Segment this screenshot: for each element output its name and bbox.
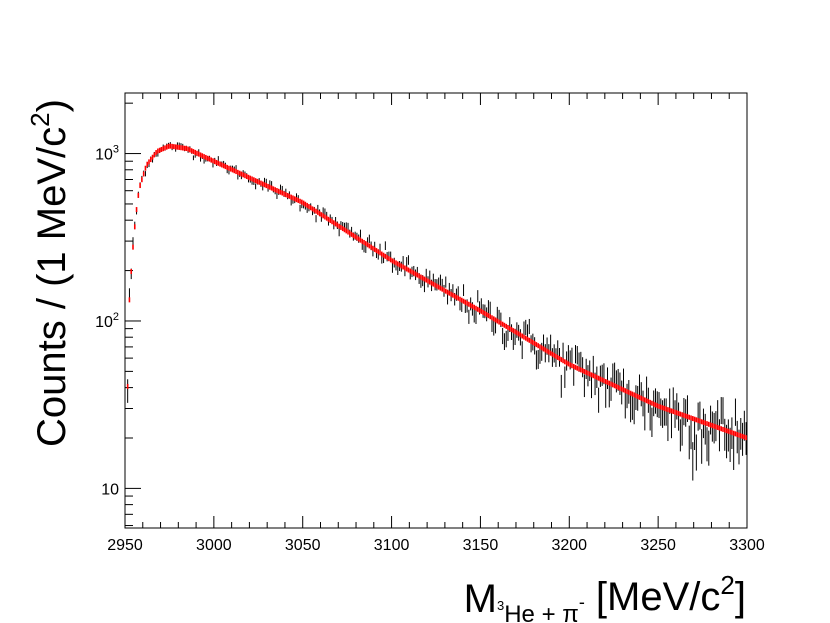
x-tick-label: 3100	[374, 537, 410, 554]
data-layer	[126, 142, 747, 481]
plot-frame	[124, 92, 748, 529]
x-axis-title-close: ]	[735, 575, 746, 619]
y-tick-label-base: 10	[95, 147, 113, 164]
y-tick-label-exponent: 3	[113, 144, 119, 156]
x-tick-label: 3300	[729, 537, 765, 554]
x-axis-title-sup3: 3	[497, 598, 504, 613]
y-tick-label-base: 10	[95, 314, 113, 331]
x-axis-title: M3He + π- [MeV/c2]	[464, 570, 746, 623]
x-tick-label: 3200	[551, 537, 587, 554]
y-tick-label: 103	[95, 144, 119, 164]
y-axis-title-sup: 2	[25, 112, 55, 126]
y-axis-title-main: Counts / (1 MeV/c	[30, 127, 74, 447]
x-tick-label: 3150	[463, 537, 499, 554]
y-axis-title: Counts / (1 MeV/c2)	[25, 99, 74, 447]
x-axis-title-units: [MeV/c	[585, 575, 721, 619]
y-tick-label: 10	[101, 481, 119, 498]
x-axis-title-sub: He + π	[504, 601, 579, 623]
x-axis-title-M: M	[464, 577, 497, 621]
y-axis-title-close: )	[30, 99, 74, 112]
y-tick-label: 102	[95, 311, 119, 331]
x-tick-label: 3050	[285, 537, 321, 554]
x-tick-label: 2950	[107, 537, 143, 554]
y-tick-label-exponent: 2	[113, 311, 119, 323]
x-axis-title-minus: -	[579, 592, 585, 612]
x-tick-label: 3250	[640, 537, 676, 554]
x-tick-label: 3000	[196, 537, 232, 554]
x-axis-title-units-sup: 2	[720, 570, 734, 600]
